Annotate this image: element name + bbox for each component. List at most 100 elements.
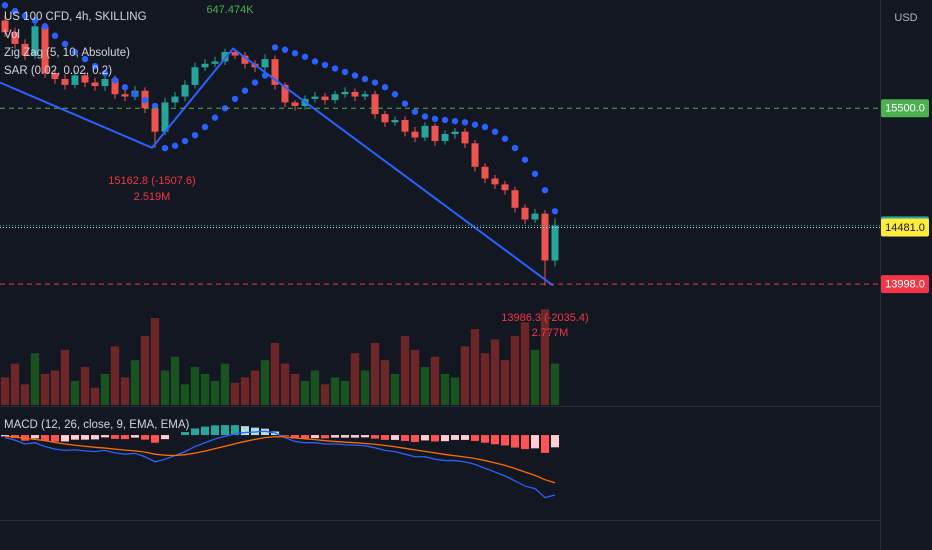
macd-histogram-bar	[41, 435, 49, 441]
sar-dot	[161, 144, 169, 152]
sar-dot	[1, 2, 9, 9]
sar-dot	[211, 114, 219, 121]
candle-body	[321, 96, 329, 101]
price-tag	[881, 99, 929, 118]
volume-bar	[190, 367, 200, 405]
sar-dot	[201, 123, 209, 131]
volume-bar	[230, 382, 240, 405]
macd-histogram-bar	[341, 435, 349, 438]
candle-body	[151, 108, 159, 132]
sar-dot	[101, 69, 109, 77]
sar-dot	[411, 108, 419, 115]
sar-dot	[451, 117, 459, 125]
volume-bar	[340, 380, 350, 405]
macd-histogram-bar	[371, 435, 379, 439]
volume-bar	[100, 373, 110, 405]
sar-dot	[261, 72, 269, 79]
volume-bar	[210, 380, 220, 405]
volume-bar	[20, 384, 30, 405]
zigzag-label: 2.519M	[134, 191, 171, 203]
zigzag-legend[interactable]: Zig Zag (5, 10, Absolute)	[4, 47, 130, 59]
candle-body	[161, 102, 169, 132]
sar-dot	[51, 32, 59, 39]
candle-body	[171, 96, 179, 103]
sar-dot	[381, 84, 389, 91]
macd-histogram-bar	[61, 435, 69, 442]
sar-dot	[481, 123, 489, 131]
volume-bar	[440, 373, 450, 405]
macd-histogram-bar	[181, 431, 189, 436]
volume-bar	[60, 349, 70, 405]
sar-dot	[91, 62, 99, 70]
zigzag-line	[0, 47, 554, 287]
volume-bar	[170, 356, 180, 405]
candle-body	[311, 96, 319, 99]
volume-bar	[290, 373, 300, 405]
sar-dot	[441, 116, 449, 124]
sar-dot	[31, 17, 39, 24]
macd-histogram-bar	[301, 435, 309, 439]
macd-histogram-bar	[511, 435, 519, 448]
volume-bar	[270, 342, 280, 405]
candle-body	[121, 94, 129, 97]
macd-histogram-bar	[51, 435, 59, 442]
sar-dot	[341, 68, 349, 76]
macd-histogram-bar	[331, 435, 339, 438]
volume-bar	[510, 336, 520, 405]
price-tag	[881, 218, 929, 237]
volume-bar	[240, 377, 250, 405]
macd-histogram-bar	[471, 435, 479, 441]
candle-body	[191, 67, 199, 85]
candle-body	[101, 79, 109, 87]
macd-histogram-bar	[351, 435, 359, 438]
macd-histogram-bar	[551, 435, 559, 448]
sar-legend[interactable]: SAR (0.02, 0.02, 0.2)	[4, 65, 112, 77]
volume-bar	[400, 336, 410, 405]
macd-histogram-bar	[241, 426, 249, 436]
sar-dot	[551, 208, 559, 215]
sar-dot	[461, 119, 469, 126]
macd-histogram-bar	[401, 435, 409, 441]
sar-dot	[491, 128, 499, 135]
volume-bar	[470, 329, 480, 405]
price-tag	[881, 275, 929, 294]
candle-body	[1, 20, 9, 33]
sar-dot	[301, 53, 309, 60]
macd-histogram-bar	[91, 435, 99, 440]
candle-body	[91, 82, 99, 87]
macd-histogram-bar	[521, 435, 529, 450]
sar-dot	[241, 87, 249, 94]
macd-histogram-bar	[1, 435, 9, 437]
sar-dot	[321, 61, 329, 69]
sar-dot	[331, 65, 339, 72]
candle-body	[281, 84, 289, 103]
sar-dot	[391, 91, 399, 98]
volume-legend[interactable]: Vol	[4, 29, 20, 41]
candle-body	[481, 166, 489, 179]
candle-body	[381, 114, 389, 123]
sar-dot	[361, 75, 369, 83]
candle-body	[61, 79, 69, 85]
volume-bar	[330, 377, 340, 405]
candle-body	[401, 119, 409, 132]
volume-bar	[530, 349, 540, 405]
candle-body	[341, 91, 349, 95]
volume-bar	[420, 367, 430, 405]
macd-legend[interactable]: MACD (12, 26, close, 9, EMA, EMA)	[4, 419, 190, 431]
symbol-title[interactable]: US 100 CFD, 4h, SKILLING	[4, 11, 147, 23]
volume-bar	[410, 349, 420, 405]
sar-dot	[541, 187, 549, 194]
candle-body	[231, 52, 239, 56]
volume-bar	[120, 377, 130, 405]
volume-bar	[480, 353, 490, 405]
currency-label: USD	[894, 12, 917, 24]
candle-body	[261, 59, 269, 68]
sar-dot	[471, 121, 479, 128]
macd-histogram-bar	[441, 435, 449, 442]
volume-bar	[370, 342, 380, 405]
zigzag-label: 2.777M	[532, 327, 569, 339]
sar-dot	[431, 115, 439, 123]
macd-histogram-bar	[311, 435, 319, 439]
